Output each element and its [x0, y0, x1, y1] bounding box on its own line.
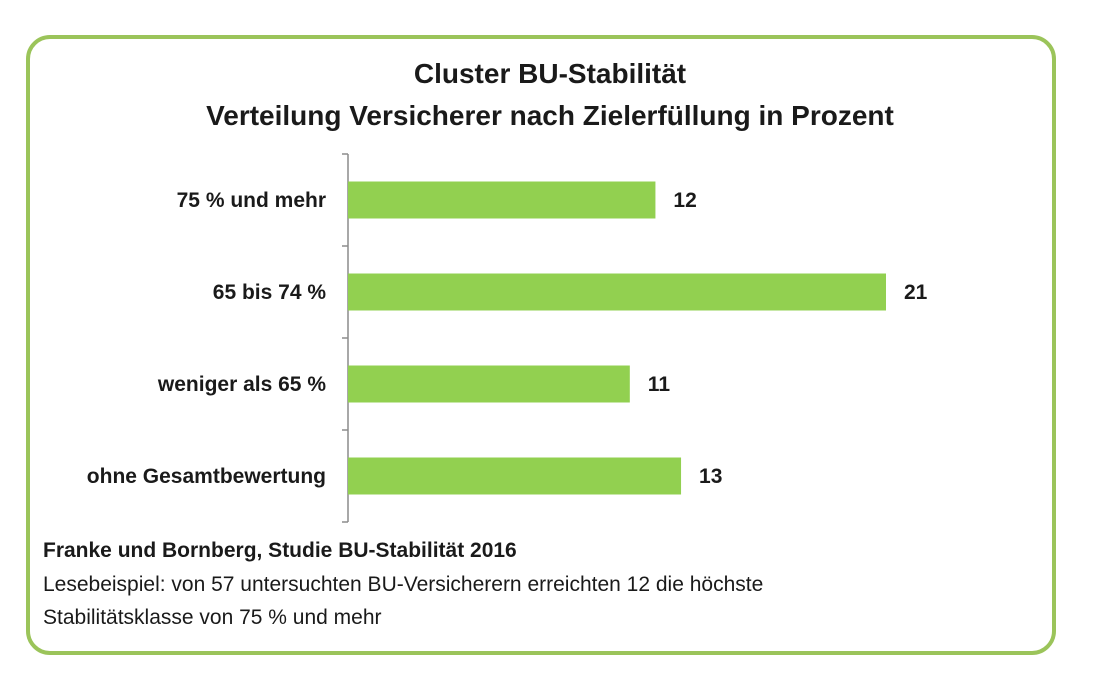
- category-label: weniger als 65 %: [157, 373, 326, 396]
- reading-example-line-2: Stabilitätsklasse von 75 % und mehr: [43, 606, 382, 629]
- data-label: 13: [699, 465, 722, 488]
- data-label: 12: [673, 189, 696, 212]
- chart-title: Cluster BU-Stabilität: [413, 58, 687, 89]
- source-note: Franke und Bornberg, Studie BU-Stabilitä…: [43, 539, 517, 562]
- category-label: 75 % und mehr: [177, 189, 326, 212]
- category-label: ohne Gesamtbewertung: [87, 465, 326, 488]
- bar: [348, 457, 682, 495]
- bar: [348, 181, 656, 219]
- chart-frame: [26, 35, 1056, 655]
- reading-example-line-1: Lesebeispiel: von 57 untersuchten BU-Ver…: [43, 573, 764, 596]
- bar: [348, 365, 630, 403]
- data-label: 21: [904, 281, 928, 304]
- bar: [348, 273, 886, 311]
- category-label: 65 bis 74 %: [213, 281, 327, 304]
- data-label: 11: [648, 373, 671, 396]
- chart-subtitle: Verteilung Versicherer nach Zielerfüllun…: [206, 100, 894, 131]
